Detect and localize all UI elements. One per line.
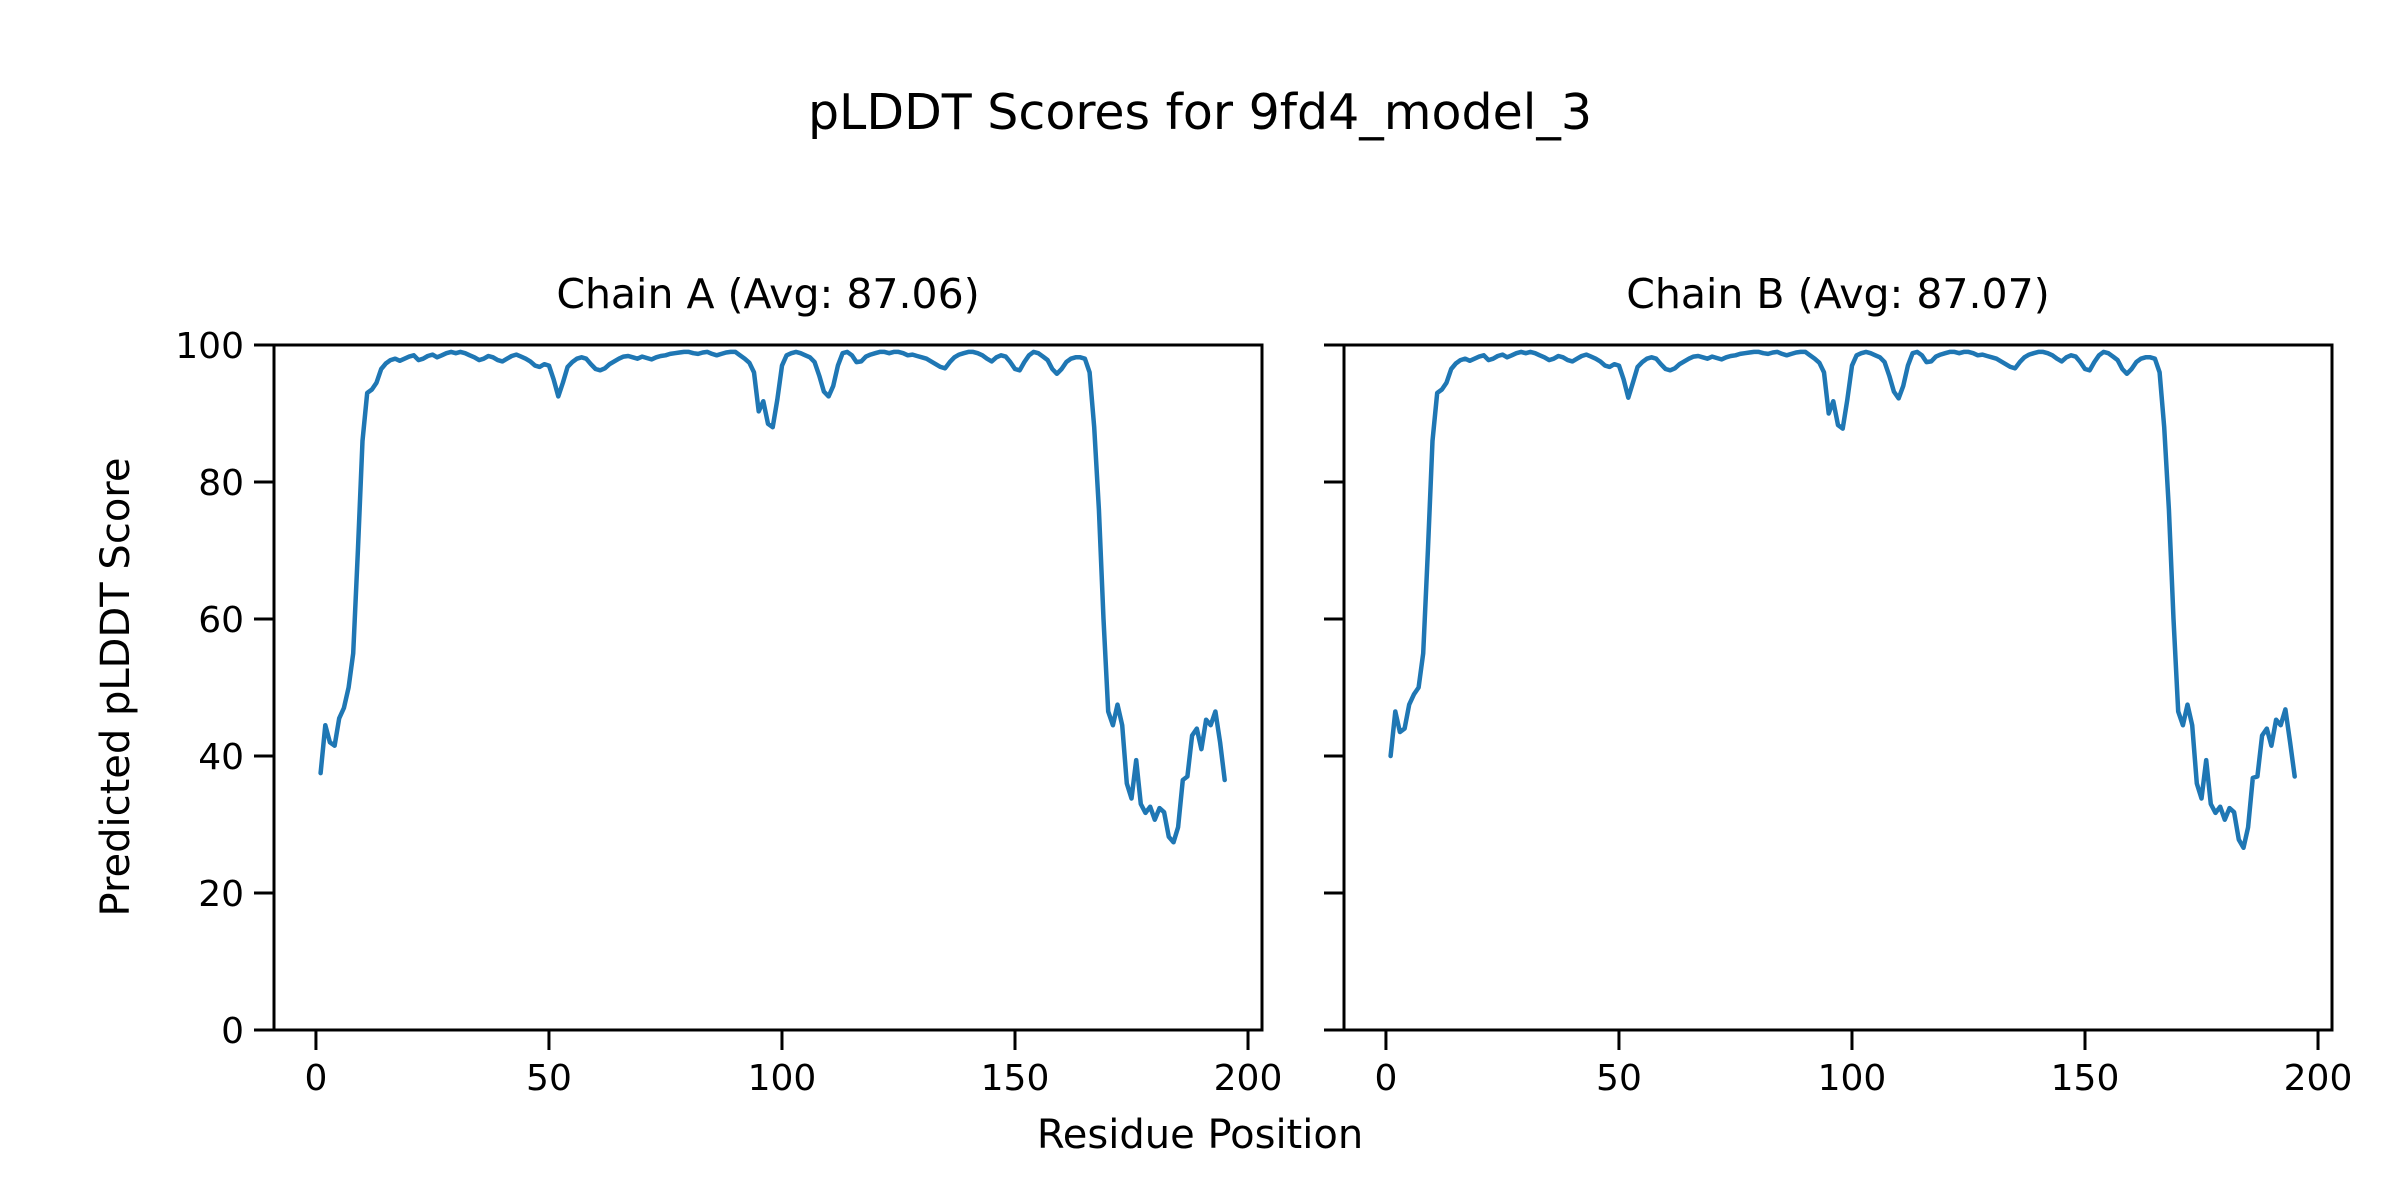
x-tick-label: 50 (526, 1058, 572, 1099)
subplot-title-chain-b: Chain B (Avg: 87.07) (1626, 270, 2050, 318)
plddt-line-chain-b (1388, 349, 2297, 851)
figure-title: pLDDT Scores for 9fd4_model_3 (807, 84, 1593, 141)
y-tick-label: 100 (175, 326, 244, 367)
x-tick-label: 0 (1374, 1058, 1397, 1099)
x-axis-label: Residue Position (1036, 1112, 1364, 1158)
x-tick-label: 200 (1214, 1058, 1283, 1099)
x-tick-label: 150 (2051, 1058, 2120, 1099)
axes-box-chain-b (1342, 343, 2334, 1032)
x-tick-label: 150 (981, 1058, 1050, 1099)
x-tick-label: 50 (1596, 1058, 1642, 1099)
y-tick-label: 0 (221, 1011, 244, 1052)
y-tick-label: 40 (198, 737, 244, 778)
x-tick-label: 200 (2284, 1058, 2353, 1099)
x-tick-label: 0 (304, 1058, 327, 1099)
x-tick-label: 100 (748, 1058, 817, 1099)
y-tick-label: 60 (198, 600, 244, 641)
y-tick-label: 80 (198, 463, 244, 504)
x-tick-label: 100 (1818, 1058, 1887, 1099)
subplot-title-chain-a: Chain A (Avg: 87.06) (556, 270, 980, 318)
plddt-line-chain-a (318, 349, 1227, 845)
y-tick-label: 20 (198, 874, 244, 915)
axes-box-chain-a (272, 343, 1264, 1032)
